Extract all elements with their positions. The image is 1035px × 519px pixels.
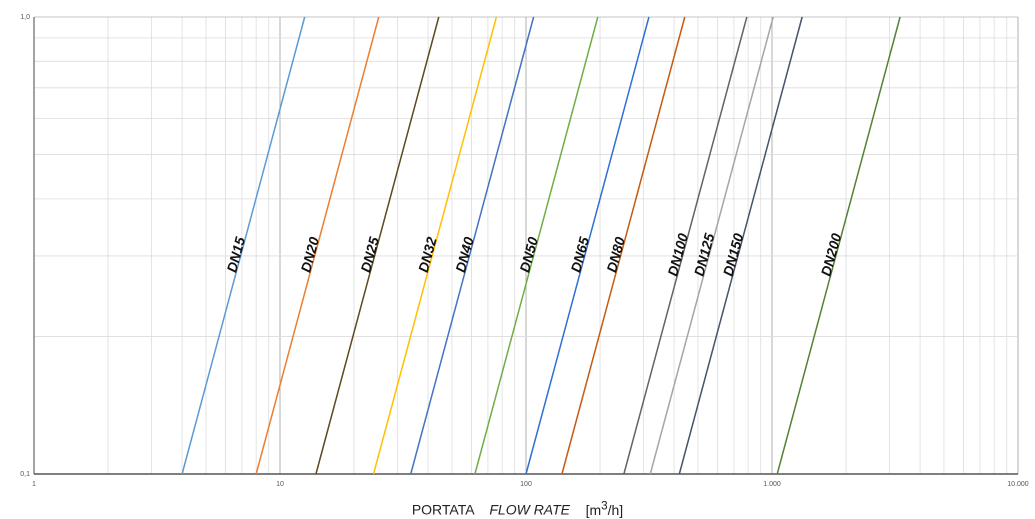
x-tick-label: 1 bbox=[32, 481, 36, 488]
y-tick-labels: 0,1 1,0 bbox=[20, 14, 30, 478]
flow-rate-chart: DN15 DN20 DN25 DN32 DN40 DN50 DN65 DN80 DN100 DN1… bbox=[20, 14, 1029, 488]
x-tick-labels: 1 10 100 1.000 10.000 bbox=[32, 481, 1029, 488]
series-line-dn20 bbox=[255, 16, 380, 475]
series-line-dn125 bbox=[649, 16, 774, 475]
y-tick-label: 0,1 bbox=[20, 471, 30, 478]
series-line-dn50 bbox=[474, 16, 599, 475]
grid-lines bbox=[33, 16, 1019, 475]
series-lines bbox=[181, 16, 901, 475]
series-line-dn80 bbox=[561, 16, 686, 475]
x-tick-label: 10.000 bbox=[1007, 481, 1029, 488]
series-line-dn15 bbox=[181, 16, 306, 475]
series-line-dn32 bbox=[372, 16, 498, 475]
series-line-dn65 bbox=[525, 16, 650, 475]
y-tick-label: 1,0 bbox=[20, 14, 30, 21]
x-axis-title: PORTATA FLOW RATE [m3/h] bbox=[0, 499, 1035, 518]
x-axis-title-it: PORTATA bbox=[411, 501, 474, 518]
x-tick-label: 10 bbox=[276, 481, 284, 488]
series-line-dn25 bbox=[315, 16, 440, 475]
series-line-dn150 bbox=[678, 16, 803, 475]
x-tick-label: 100 bbox=[520, 481, 532, 488]
series-line-dn200 bbox=[776, 16, 901, 475]
series-line-dn100 bbox=[623, 16, 748, 475]
x-axis-title-en: FLOW RATE bbox=[489, 501, 570, 518]
x-tick-label: 1.000 bbox=[763, 481, 781, 488]
x-axis-unit: [m3/h] bbox=[585, 499, 624, 518]
series-line-dn40 bbox=[410, 16, 535, 475]
